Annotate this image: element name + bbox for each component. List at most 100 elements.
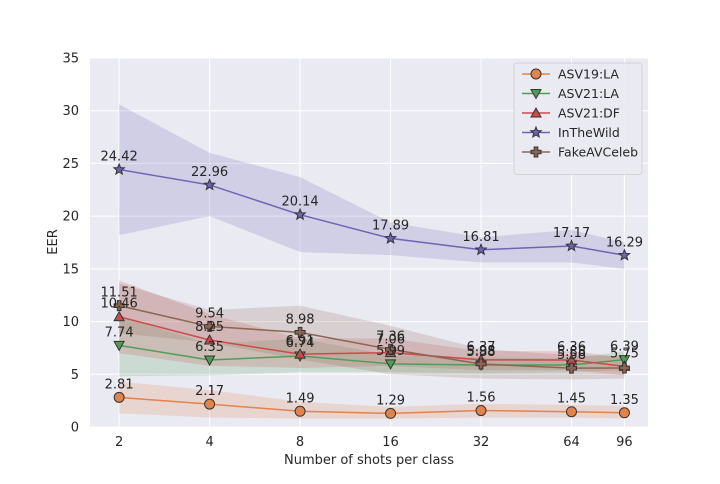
data-label: 5.99 xyxy=(376,344,405,359)
y-tick-label: 15 xyxy=(62,262,79,277)
y-tick-label: 10 xyxy=(62,315,79,330)
y-tick-label: 25 xyxy=(62,157,79,172)
data-label: 6.39 xyxy=(610,340,639,355)
legend-label: ASV21:LA xyxy=(558,86,619,101)
y-tick-label: 30 xyxy=(62,104,79,119)
data-label: 6.37 xyxy=(467,340,496,355)
point-marker xyxy=(204,320,216,332)
data-label: 22.96 xyxy=(191,165,228,180)
data-label: 9.54 xyxy=(195,306,224,321)
data-label: 6.74 xyxy=(286,336,315,351)
data-label: 1.49 xyxy=(286,391,315,406)
data-label: 7.06 xyxy=(376,333,405,348)
band-ASV21:LA xyxy=(119,316,625,377)
band-ASV21:DF xyxy=(119,280,625,376)
x-tick-label: 16 xyxy=(382,435,399,450)
point-marker xyxy=(475,358,487,370)
data-label: 16.81 xyxy=(462,230,499,245)
x-tick-label: 2 xyxy=(115,435,123,450)
data-label: 16.29 xyxy=(606,235,643,250)
point-marker xyxy=(384,359,397,370)
data-label: 1.35 xyxy=(610,393,639,408)
point-marker xyxy=(294,326,306,338)
data-label: 1.29 xyxy=(376,393,405,408)
data-label: 7.74 xyxy=(105,325,134,340)
data-label: 7.36 xyxy=(376,329,405,344)
legend-marker xyxy=(530,89,542,100)
y-tick-label: 20 xyxy=(62,210,79,225)
legend-marker xyxy=(530,106,542,118)
legend-marker xyxy=(529,125,543,139)
confidence-bands xyxy=(119,104,625,419)
y-axis-label: EER xyxy=(46,229,61,254)
x-tick-label: 96 xyxy=(616,435,633,450)
point-marker xyxy=(293,207,307,221)
data-label: 1.56 xyxy=(467,391,496,406)
point-marker xyxy=(564,239,579,252)
series-markers xyxy=(112,162,631,419)
point-marker xyxy=(204,398,216,410)
data-label: 6.35 xyxy=(195,340,224,355)
x-tick-label: 4 xyxy=(205,435,213,450)
legend-box xyxy=(513,62,643,175)
data-label: 1.45 xyxy=(557,392,586,407)
x-axis-label: Number of shots per class xyxy=(284,453,454,468)
data-label: 17.17 xyxy=(553,226,590,241)
point-marker xyxy=(617,248,631,261)
point-marker xyxy=(618,355,631,366)
legend: ASV19:LA ASV21:LA ASV21:DF InTheWild FakeAVC… xyxy=(513,62,643,175)
data-labels: 2.81 2.17 1.49 1.29 1.56 1.45 1.35 7.74 6.35 6.74… xyxy=(101,150,644,409)
legend-label: ASV19:LA xyxy=(558,67,619,82)
x-tick-label: 64 xyxy=(563,435,580,450)
band-ASV19:LA xyxy=(119,381,625,419)
y-tick-labels: 0 5 10 15 20 25 30 35 xyxy=(62,52,79,436)
point-marker xyxy=(203,355,216,367)
data-label: 10.46 xyxy=(101,297,138,312)
point-marker xyxy=(474,242,488,256)
data-label: 5.88 xyxy=(467,345,496,360)
y-tick-label: 5 xyxy=(71,368,79,383)
legend-label: ASV21:DF xyxy=(558,106,620,121)
data-label: 8.98 xyxy=(286,312,315,327)
legend-label: InTheWild xyxy=(558,125,620,140)
data-label: 17.89 xyxy=(372,218,409,233)
point-marker xyxy=(618,407,630,419)
point-marker xyxy=(566,406,578,418)
point-marker xyxy=(113,300,125,312)
legend-marker xyxy=(530,68,542,80)
point-marker xyxy=(384,231,398,244)
band-InTheWild xyxy=(119,104,625,269)
x-tick-labels: 2 4 8 16 32 64 96 xyxy=(115,435,633,450)
data-label: 5.58 xyxy=(557,348,586,363)
x-tick-label: 32 xyxy=(473,435,490,450)
data-label: 5.75 xyxy=(610,346,639,361)
point-marker xyxy=(475,405,487,417)
point-marker xyxy=(385,407,397,419)
point-marker xyxy=(203,333,216,345)
legend-label: FakeAVCeleb xyxy=(558,145,638,160)
data-label: 2.17 xyxy=(195,384,224,399)
point-marker xyxy=(113,391,125,403)
data-label: 6.36 xyxy=(557,340,586,355)
y-tick-label: 35 xyxy=(62,52,79,67)
data-label: 8.25 xyxy=(195,320,224,335)
point-marker xyxy=(113,310,125,322)
point-marker xyxy=(294,348,306,359)
legend-marker xyxy=(530,146,542,158)
data-label: 24.42 xyxy=(101,150,138,165)
data-label: 6.91 xyxy=(286,334,315,349)
data-label: 20.14 xyxy=(281,195,318,210)
point-marker xyxy=(566,362,577,374)
point-marker xyxy=(113,340,125,352)
y-tick-label: 0 xyxy=(71,421,79,436)
point-marker xyxy=(618,362,630,374)
point-marker xyxy=(112,162,126,176)
x-tick-label: 8 xyxy=(296,435,304,450)
point-marker xyxy=(294,405,306,417)
point-marker xyxy=(203,178,217,191)
data-label: 11.51 xyxy=(101,286,138,301)
point-marker xyxy=(385,343,397,355)
data-label: 2.81 xyxy=(105,377,134,392)
data-label: 5.88 xyxy=(557,345,586,360)
